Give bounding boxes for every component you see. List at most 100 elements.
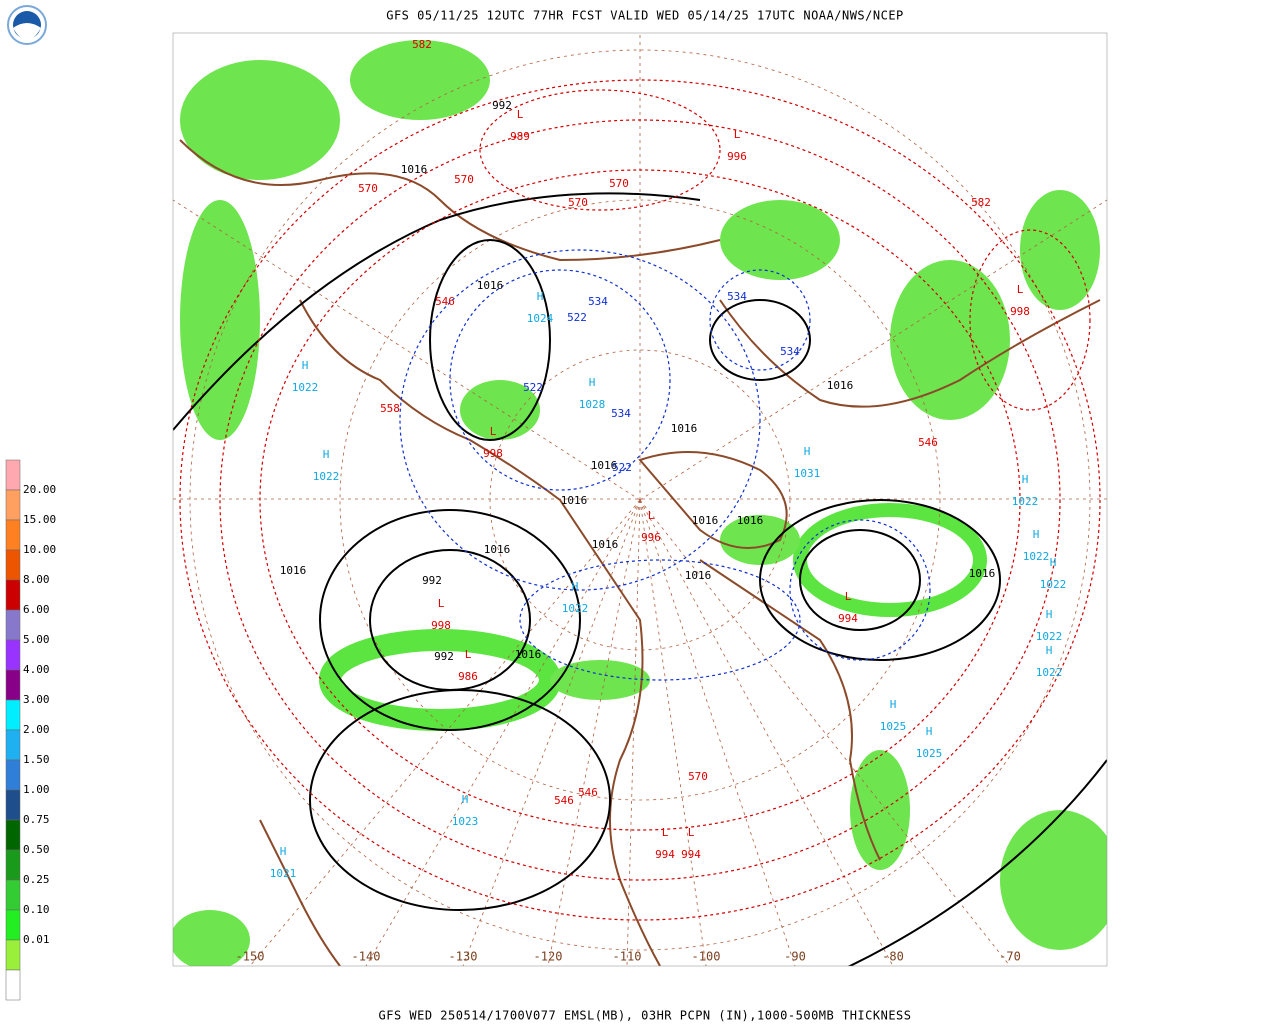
longitude-label: -110: [613, 950, 642, 964]
center-letter: H: [1033, 528, 1040, 541]
center-letter: H: [323, 448, 330, 461]
center-value: 1022: [313, 470, 340, 483]
legend-swatch: [5, 759, 21, 791]
legend-swatch: [5, 549, 21, 581]
legend-swatch: [5, 489, 21, 521]
center-value: 1031: [794, 467, 821, 480]
center-value: 1022: [1023, 550, 1050, 563]
center-value: 1022: [1012, 495, 1039, 508]
thickness-label: 570: [454, 173, 474, 186]
isobar-label: 1016: [591, 459, 618, 472]
thickness-label: 522: [612, 461, 632, 474]
thickness-warm: [179, 79, 1101, 921]
legend-label: 8.00: [23, 573, 50, 586]
center-letter: L: [688, 826, 695, 839]
center-value: 994: [681, 848, 701, 861]
center-letter: L: [517, 108, 524, 121]
center-value: 996: [641, 531, 661, 544]
center-value: 1025: [916, 747, 943, 760]
longitude-label: -70: [999, 950, 1021, 964]
legend-swatch: [5, 819, 21, 851]
longitude-label: -100: [692, 950, 721, 964]
legend-label: 3.00: [23, 693, 50, 706]
isobar-label: 1016: [737, 514, 764, 527]
legend-label: 1.00: [23, 783, 50, 796]
center-value: 998: [431, 619, 451, 632]
legend-label: 0.10: [23, 903, 50, 916]
thickness-label: 570: [688, 770, 708, 783]
thickness-label: 546: [918, 436, 938, 449]
legend-label: 10.00: [23, 543, 56, 556]
legend-swatch: [5, 579, 21, 611]
center-value: 1022: [292, 381, 319, 394]
center-letter: L: [1017, 283, 1024, 296]
legend-swatch: [5, 849, 21, 881]
isobar-label: 1016: [685, 569, 712, 582]
legend-label: 15.00: [23, 513, 56, 526]
legend-label: 0.75: [23, 813, 50, 826]
center-value: 1022: [1036, 630, 1063, 643]
legend-swatch: [5, 609, 21, 641]
isobar-label: 1016: [484, 543, 511, 556]
center-value: 1023: [452, 815, 479, 828]
thickness-label: 582: [412, 38, 432, 51]
longitude-label: -130: [449, 950, 478, 964]
isobar-label: 1016: [515, 648, 542, 661]
legend-swatch: [5, 519, 21, 551]
center-letter: L: [662, 826, 669, 839]
coastlines: [179, 139, 1101, 966]
noaa-logo: [7, 5, 47, 45]
center-value: 1022: [1036, 666, 1063, 679]
center-letter: H: [1046, 608, 1053, 621]
legend-swatch: [5, 939, 21, 971]
center-value: 1021: [270, 867, 297, 880]
legend-swatch: [5, 459, 21, 491]
center-value: 996: [727, 150, 747, 163]
center-value: 1022: [1040, 578, 1067, 591]
legend-label: 1.50: [23, 753, 50, 766]
isobar-label: 1016: [561, 494, 588, 507]
center-value: 998: [483, 447, 503, 460]
isobar-label: 1016: [280, 564, 307, 577]
center-value: 1025: [880, 720, 907, 733]
longitude-label: -120: [534, 950, 563, 964]
thickness-label: 534: [727, 290, 747, 303]
center-letter: H: [926, 725, 933, 738]
isobar-label: 1016: [827, 379, 854, 392]
lat-lon-grid: [173, 33, 1107, 966]
map-panel: -150 -140 -130 -120 -110 -100 -90 -80 -70H1024H1…: [173, 33, 1107, 966]
center-letter: H: [302, 359, 309, 372]
center-letter: L: [648, 509, 655, 522]
center-letter: H: [1022, 473, 1029, 486]
center-value: 1024: [527, 312, 554, 325]
center-value: 998: [1010, 305, 1030, 318]
center-letter: H: [890, 698, 897, 711]
center-letter: H: [1046, 644, 1053, 657]
isobar-label: 1016: [592, 538, 619, 551]
thickness-label: 570: [609, 177, 629, 190]
legend-swatch: [5, 789, 21, 821]
thickness-label: 558: [380, 402, 400, 415]
legend-swatch: [5, 669, 21, 701]
map-labels: -150 -140 -130 -120 -110 -100 -90 -80 -70H1024H1…: [236, 38, 1067, 964]
longitude-label: -90: [784, 950, 806, 964]
center-value: 986: [458, 670, 478, 683]
thickness-label: 534: [588, 295, 608, 308]
thickness-label: 582: [971, 196, 991, 209]
isobar-label: 992: [492, 99, 512, 112]
longitude-label: -150: [236, 950, 265, 964]
center-letter: L: [438, 597, 445, 610]
isobar-label: 1016: [671, 422, 698, 435]
legend-label: 0.50: [23, 843, 50, 856]
center-value: 994: [655, 848, 675, 861]
isobar-label: 992: [434, 650, 454, 663]
center-letter: H: [589, 376, 596, 389]
legend-swatch: [5, 729, 21, 761]
precip-areas: [173, 40, 1107, 966]
thickness-cold: [399, 249, 931, 681]
thickness-label: 546: [578, 786, 598, 799]
center-value: 994: [838, 612, 858, 625]
center-letter: H: [572, 580, 579, 593]
legend-label: 4.00: [23, 663, 50, 676]
center-letter: L: [734, 128, 741, 141]
